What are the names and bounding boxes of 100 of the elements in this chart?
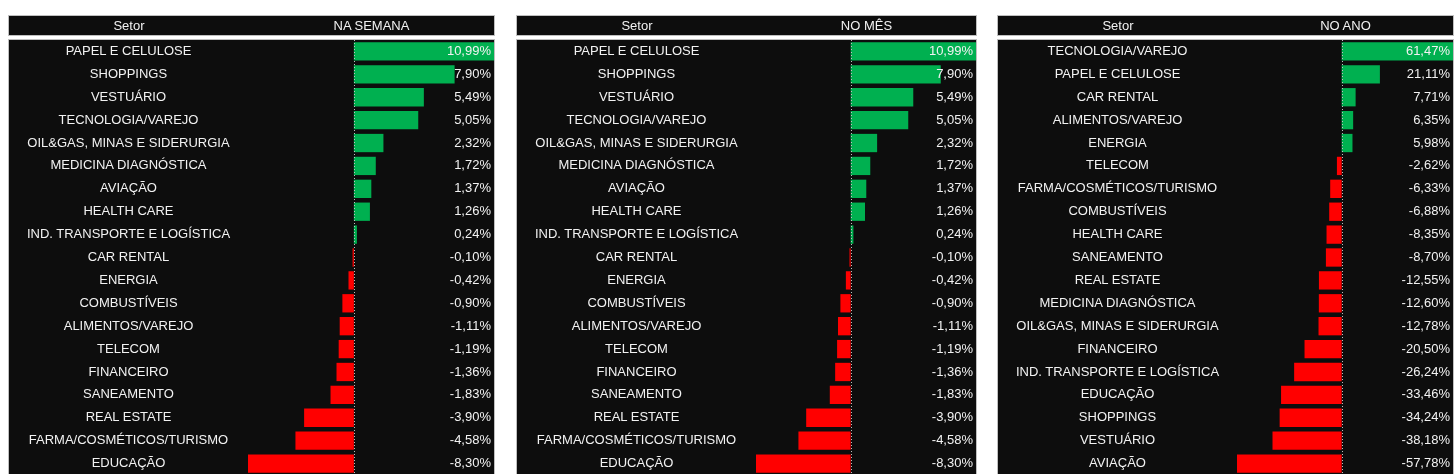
y-tick-label: FARMA/COSMÉTICOS/TURISMO	[536, 432, 737, 448]
y-tick-label: IND. TRANSPORTE E LOGÍSTICA	[534, 226, 739, 242]
y-tick-label: TECNOLOGIA/VAREJO	[566, 111, 707, 127]
bar	[829, 385, 851, 405]
y-tick-label: CAR RENTAL	[1076, 88, 1159, 104]
y-tick-label: PAPEL E CELULOSE	[65, 43, 192, 59]
data-label: -1,83%	[931, 386, 974, 402]
y-axis-title: Setor	[1102, 18, 1134, 33]
bar	[840, 294, 851, 313]
bar	[304, 408, 354, 427]
bar	[1341, 110, 1354, 130]
y-tick-label: ALIMENTOS/VAREJO	[571, 317, 702, 333]
data-label: 1,72%	[454, 157, 492, 173]
y-tick-label: MEDICINA DIAGNÓSTICA	[50, 157, 207, 173]
data-label: -1,19%	[449, 340, 492, 356]
data-label: -6,33%	[1408, 180, 1451, 196]
bar	[1318, 294, 1342, 313]
data-label: -57,78%	[1401, 455, 1451, 471]
data-label: -0,42%	[931, 271, 974, 287]
data-label: -2,62%	[1408, 157, 1451, 173]
bar	[1341, 88, 1356, 107]
bar	[1329, 202, 1342, 221]
data-label: -0,90%	[931, 294, 974, 310]
data-label: 0,24%	[454, 226, 492, 242]
y-tick-label: OIL&GAS, MINAS E SIDERURGIA	[1016, 317, 1219, 333]
chart-title: NO MÊS	[840, 18, 893, 33]
data-label: -6,88%	[1408, 203, 1451, 219]
y-tick-label: PAPEL E CELULOSE	[1054, 65, 1181, 81]
y-tick-label: AVIAÇÃO	[1089, 455, 1146, 471]
y-tick-label: ALIMENTOS/VAREJO	[1052, 111, 1183, 127]
bar	[850, 42, 976, 61]
y-tick-label: REAL ESTATE	[593, 409, 680, 425]
bar	[336, 362, 354, 382]
y-tick-label: IND. TRANSPORTE E LOGÍSTICA	[26, 226, 231, 242]
y-tick-label: FINANCEIRO	[88, 363, 169, 379]
y-tick-label: EDUCAÇÃO	[1080, 386, 1155, 402]
bar	[1304, 339, 1342, 359]
bar	[1237, 454, 1342, 473]
bar	[850, 202, 866, 221]
bar	[353, 156, 376, 176]
bar	[1336, 156, 1342, 176]
bar	[1330, 179, 1342, 198]
bar	[348, 271, 354, 290]
y-tick-label: SHOPPINGS	[1078, 409, 1157, 425]
data-label: 1,26%	[454, 203, 492, 219]
bar	[1279, 408, 1342, 427]
y-axis-title: Setor	[621, 18, 653, 33]
data-label: 6,35%	[1413, 111, 1451, 127]
y-tick-label: FINANCEIRO	[596, 363, 677, 379]
bar	[353, 88, 424, 107]
data-label: -4,58%	[449, 432, 492, 448]
data-label: -34,24%	[1401, 409, 1451, 425]
data-label: -1,83%	[449, 386, 492, 402]
y-tick-label: HEALTH CARE	[83, 203, 174, 219]
bar	[837, 339, 851, 359]
data-label: -3,90%	[931, 409, 974, 425]
bar	[1318, 271, 1342, 290]
y-tick-label: FARMA/COSMÉTICOS/TURISMO	[28, 432, 229, 448]
y-tick-label: MEDICINA DIAGNÓSTICA	[1039, 294, 1196, 310]
data-label: 1,37%	[936, 180, 974, 196]
data-label: 5,49%	[936, 88, 974, 104]
bar	[353, 202, 370, 221]
data-label: -1,19%	[931, 340, 974, 356]
y-tick-label: OIL&GAS, MINAS E SIDERURGIA	[27, 134, 230, 150]
bar	[339, 317, 354, 336]
data-label: -8,70%	[1408, 249, 1451, 265]
bar	[1318, 317, 1342, 336]
data-label: -8,30%	[931, 455, 974, 471]
chart-title: NO ANO	[1320, 18, 1371, 33]
data-label: 2,32%	[936, 134, 974, 150]
bar	[838, 317, 851, 336]
data-label: -8,30%	[449, 455, 492, 471]
data-label: -38,18%	[1401, 432, 1451, 448]
bar	[798, 431, 851, 450]
bar	[835, 362, 851, 382]
bar	[353, 42, 494, 61]
y-tick-label: TELECOM	[97, 340, 160, 356]
y-tick-label: TELECOM	[605, 340, 668, 356]
data-label: -12,60%	[1401, 294, 1451, 310]
bar	[248, 454, 354, 473]
data-label: 61,47%	[1405, 43, 1451, 59]
bar	[1325, 248, 1342, 267]
y-tick-label: OIL&GAS, MINAS E SIDERURGIA	[535, 134, 738, 150]
bar	[330, 385, 354, 405]
data-label: -33,46%	[1401, 386, 1451, 402]
y-tick-label: ENERGIA	[607, 271, 667, 287]
data-label: 7,90%	[454, 65, 492, 81]
data-label: -1,36%	[449, 363, 492, 379]
y-tick-label: COMBUSTÍVEIS	[1068, 203, 1167, 219]
y-tick-label: FINANCEIRO	[1077, 340, 1158, 356]
bar	[1326, 225, 1342, 244]
bar	[295, 431, 354, 450]
data-label: 5,49%	[454, 88, 492, 104]
y-tick-label: PAPEL E CELULOSE	[573, 43, 700, 59]
data-label: -20,50%	[1401, 340, 1451, 356]
data-label: 1,72%	[936, 157, 974, 173]
y-tick-label: FARMA/COSMÉTICOS/TURISMO	[1017, 180, 1218, 196]
y-tick-label: COMBUSTÍVEIS	[79, 294, 178, 310]
y-tick-label: ENERGIA	[99, 271, 159, 287]
bar	[1341, 42, 1453, 61]
